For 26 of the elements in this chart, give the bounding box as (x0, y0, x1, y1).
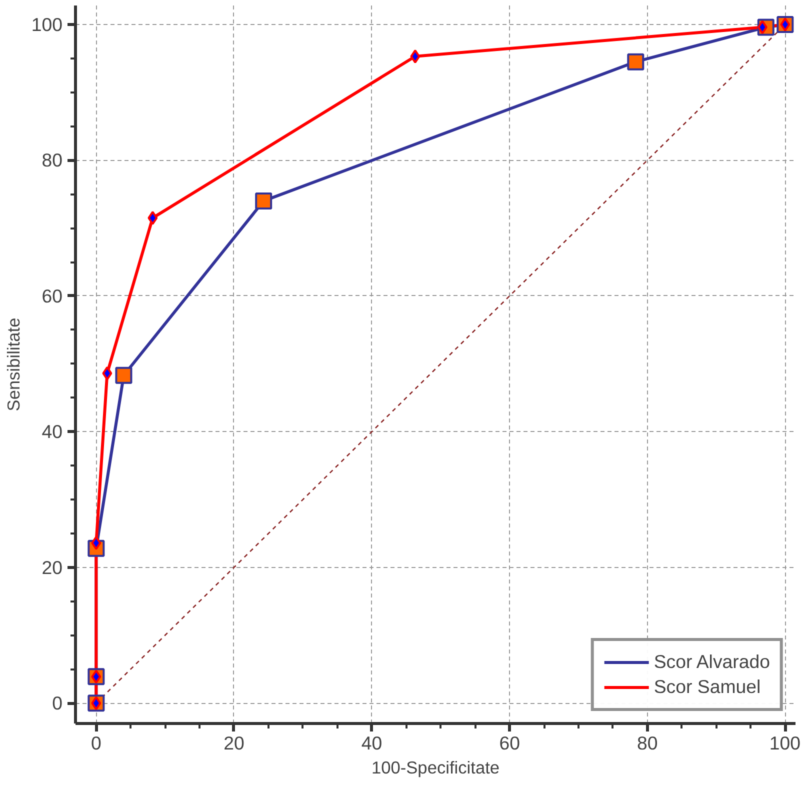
y-tick-label: 100 (31, 14, 63, 35)
point (255, 192, 272, 210)
point (91, 696, 102, 710)
legend-label: Scor Alvarado (654, 651, 770, 673)
y-tick-label: 20 (42, 556, 63, 578)
x-axis-title: 100-Specificitate (371, 758, 500, 778)
legend-label: Scor Samuel (654, 676, 761, 698)
point (115, 366, 132, 384)
x-tick-label: 60 (499, 732, 520, 754)
point (148, 210, 158, 225)
x-tick-label: 20 (224, 732, 244, 754)
y-tick-label: 0 (52, 692, 63, 714)
x-tick-label: 80 (636, 732, 658, 754)
x-tick-label: 40 (361, 732, 382, 754)
y-tick-label: 60 (42, 285, 63, 306)
point (102, 366, 112, 380)
point (410, 49, 420, 64)
y-tick-label: 80 (42, 150, 63, 171)
point (627, 53, 644, 70)
point (91, 536, 102, 550)
x-tick-label: 0 (90, 732, 102, 754)
y-axis-title: Sensibilitate (3, 318, 24, 412)
x-tick-label: 100 (769, 732, 801, 754)
point (757, 20, 768, 34)
point (91, 670, 102, 684)
y-tick-label: 40 (42, 421, 63, 442)
